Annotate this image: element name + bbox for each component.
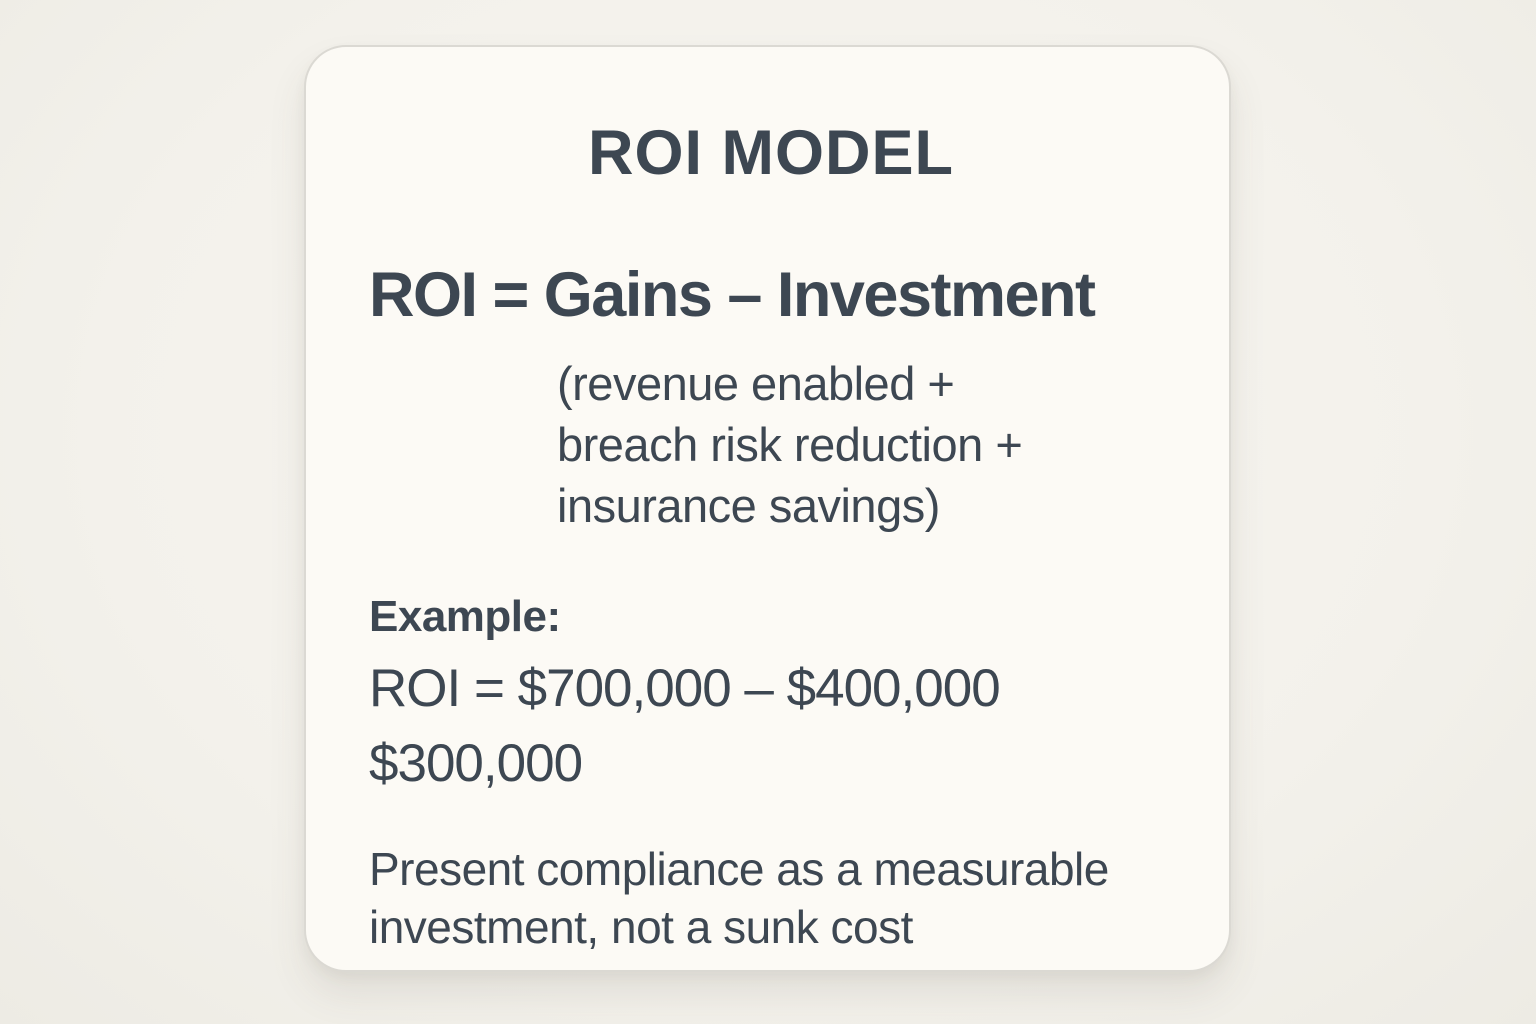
takeaway-note-line-1: Present compliance as a measurable — [369, 843, 1109, 895]
formula-detail-line-3: insurance savings) — [557, 479, 940, 532]
takeaway-note: Present compliance as a measurable inves… — [369, 840, 1173, 956]
roi-formula-block: ROI = Gains – Investment (revenue enable… — [369, 259, 1173, 536]
formula-detail-line-2: breach risk reduction + — [557, 418, 1023, 471]
card-title: ROI MODEL — [588, 118, 954, 188]
roi-model-card: ROI MODEL ROI = Gains – Investment (reve… — [304, 45, 1231, 972]
example-section: Example: ROI = $700,000 – $400,000 $300,… — [369, 592, 1173, 794]
example-result: $300,000 — [369, 734, 583, 793]
formula-detail-line-1: (revenue enabled + — [557, 357, 955, 410]
takeaway-note-line-2: investment, not a sunk cost — [369, 901, 913, 953]
formula-main: ROI = Gains – Investment — [369, 260, 1096, 330]
example-label: Example: — [369, 592, 561, 641]
example-calculation: ROI = $700,000 – $400,000 — [369, 659, 1001, 718]
formula-detail: (revenue enabled + breach risk reduction… — [557, 353, 1173, 536]
